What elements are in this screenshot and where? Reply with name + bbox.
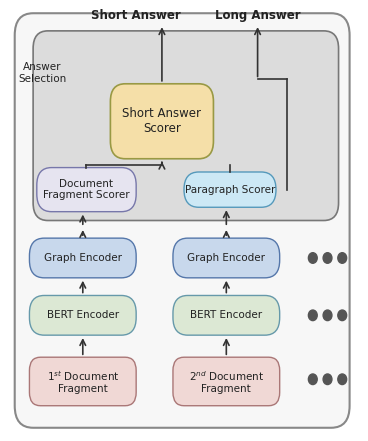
Text: Answer
Selection: Answer Selection (18, 62, 67, 83)
FancyBboxPatch shape (37, 168, 136, 212)
Text: Graph Encoder: Graph Encoder (44, 253, 122, 263)
Text: Short Answer
Scorer: Short Answer Scorer (123, 107, 201, 135)
FancyBboxPatch shape (29, 357, 136, 406)
Text: Paragraph Scorer: Paragraph Scorer (185, 185, 275, 194)
Text: 2$^{nd}$ Document
Fragment: 2$^{nd}$ Document Fragment (189, 369, 264, 394)
Circle shape (338, 310, 347, 321)
Circle shape (308, 310, 317, 321)
Circle shape (323, 374, 332, 385)
Circle shape (308, 374, 317, 385)
Text: Short Answer: Short Answer (91, 9, 181, 22)
FancyBboxPatch shape (29, 238, 136, 278)
FancyBboxPatch shape (173, 357, 280, 406)
FancyBboxPatch shape (33, 31, 339, 220)
Text: BERT Encoder: BERT Encoder (47, 310, 119, 320)
FancyBboxPatch shape (15, 13, 350, 428)
FancyBboxPatch shape (110, 84, 213, 159)
Text: Document
Fragment Scorer: Document Fragment Scorer (43, 179, 130, 200)
Circle shape (323, 253, 332, 263)
FancyBboxPatch shape (173, 238, 280, 278)
Circle shape (338, 253, 347, 263)
Text: 1$^{st}$ Document
Fragment: 1$^{st}$ Document Fragment (46, 369, 119, 394)
FancyBboxPatch shape (184, 172, 276, 207)
Text: Graph Encoder: Graph Encoder (187, 253, 265, 263)
FancyBboxPatch shape (173, 295, 280, 335)
Circle shape (323, 310, 332, 321)
FancyBboxPatch shape (29, 295, 136, 335)
Circle shape (338, 374, 347, 385)
Circle shape (308, 253, 317, 263)
Text: Long Answer: Long Answer (215, 9, 300, 22)
Text: BERT Encoder: BERT Encoder (190, 310, 262, 320)
